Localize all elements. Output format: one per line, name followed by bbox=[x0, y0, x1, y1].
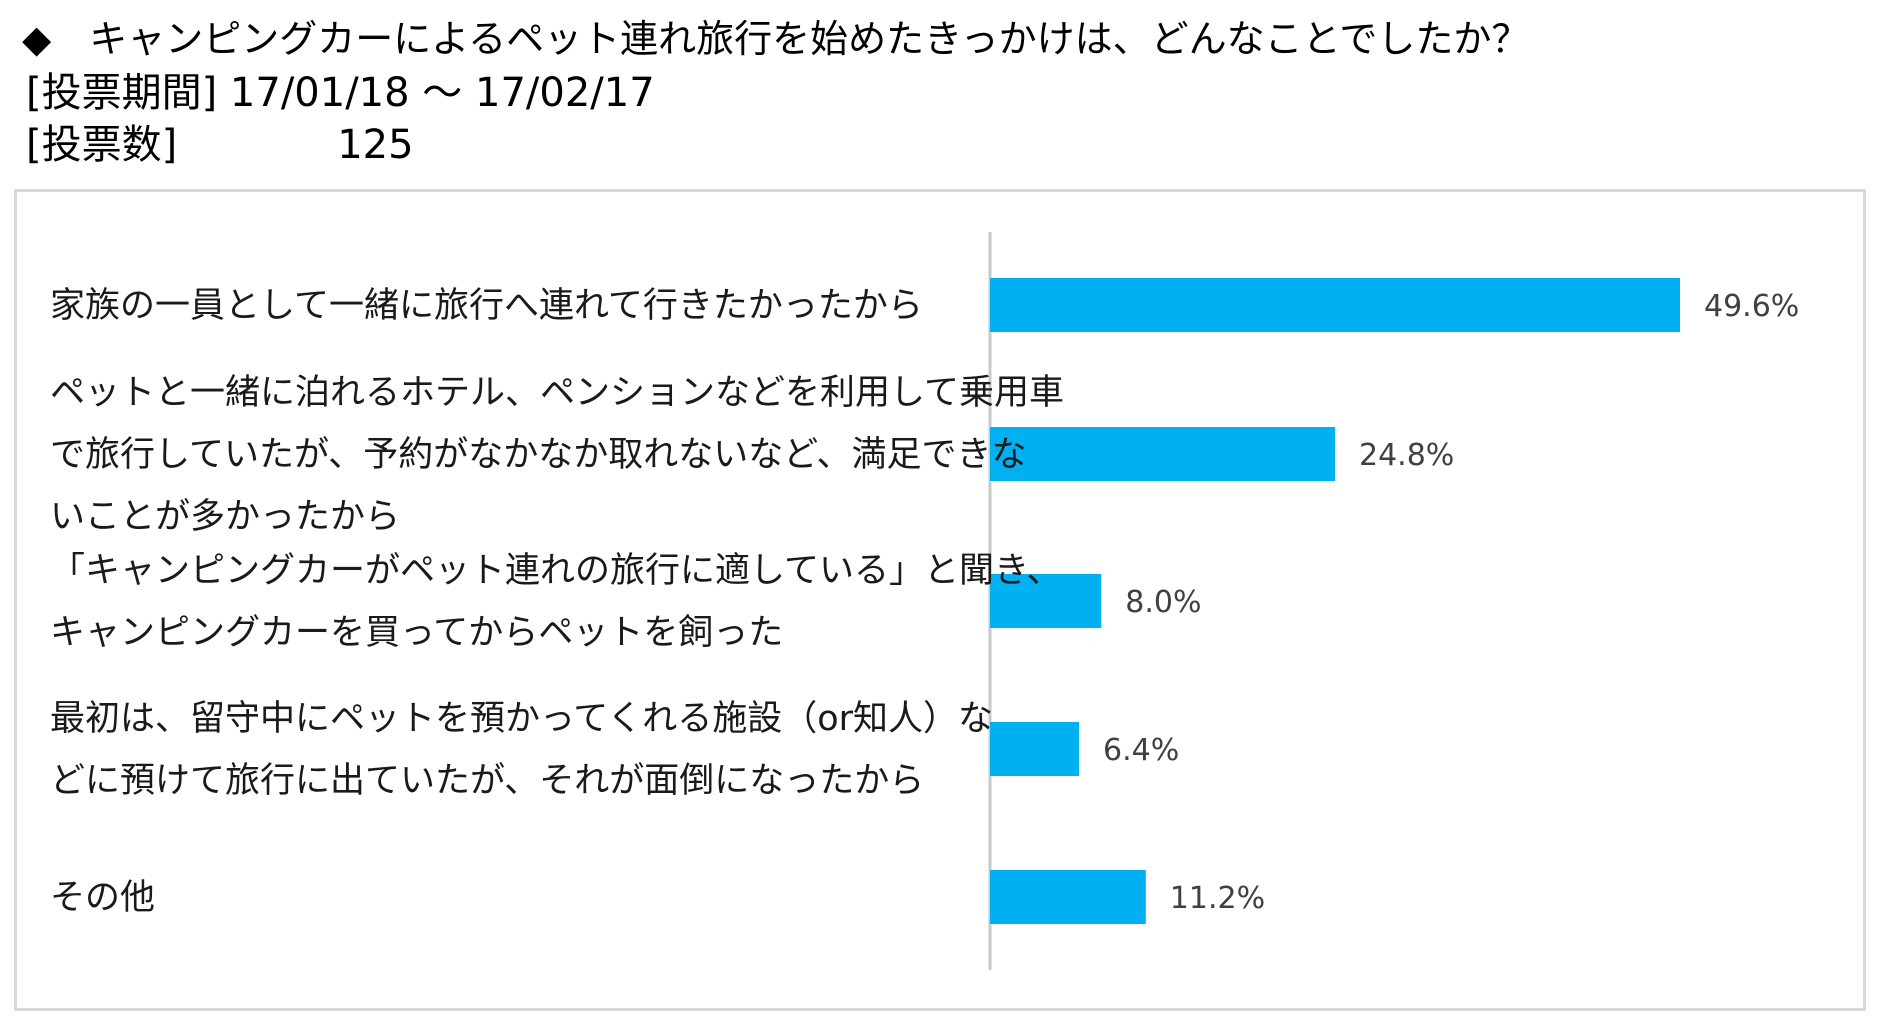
data-label-5: 11.2% bbox=[1170, 881, 1265, 916]
category-label-5-line-1: その他 bbox=[50, 878, 155, 918]
data-label-4: 6.4% bbox=[1103, 733, 1179, 768]
category-label-1-line-1: 家族の一員として一緒に旅行へ連れて行きたかったから bbox=[50, 286, 923, 326]
data-label-3: 8.0% bbox=[1125, 585, 1201, 620]
category-label-2-line-2: で旅行していたが、予約がなかなか取れないなど、満足できな bbox=[50, 435, 1027, 475]
voting-period: [投票期間] 17/01/18 ～ 17/02/17 bbox=[26, 70, 655, 116]
vote-count: [投票数] 125 bbox=[26, 122, 414, 168]
question-title: ◆ キャンピングカーによるペット連れ旅行を始めたきっかけは、どんなことでしたか？ bbox=[22, 17, 1530, 61]
chart-frame bbox=[14, 189, 1866, 1011]
category-label-3-line-1: 「キャンピングカーがペット連れの旅行に適している」と聞き、 bbox=[50, 551, 1062, 591]
category-label-2-line-3: いことが多かったから bbox=[50, 497, 400, 537]
category-label-2-line-1: ペットと一緒に泊れるホテル、ペンションなどを利用して乗用車 bbox=[50, 373, 1064, 413]
bar-5 bbox=[990, 870, 1146, 924]
data-label-1: 49.6% bbox=[1704, 289, 1799, 324]
bar-4 bbox=[990, 722, 1080, 776]
category-label-4-line-2: どに預けて旅行に出ていたが、それが面倒になったから bbox=[50, 761, 924, 801]
bar-3 bbox=[990, 574, 1102, 628]
bar-1 bbox=[990, 278, 1680, 332]
data-label-2: 24.8% bbox=[1359, 438, 1454, 473]
category-label-4-line-1: 最初は、留守中にペットを預かってくれる施設（or知人）な bbox=[50, 699, 993, 739]
category-label-3-line-2: キャンピングカーを買ってからペットを飼った bbox=[50, 613, 783, 653]
bar-2 bbox=[990, 427, 1335, 481]
